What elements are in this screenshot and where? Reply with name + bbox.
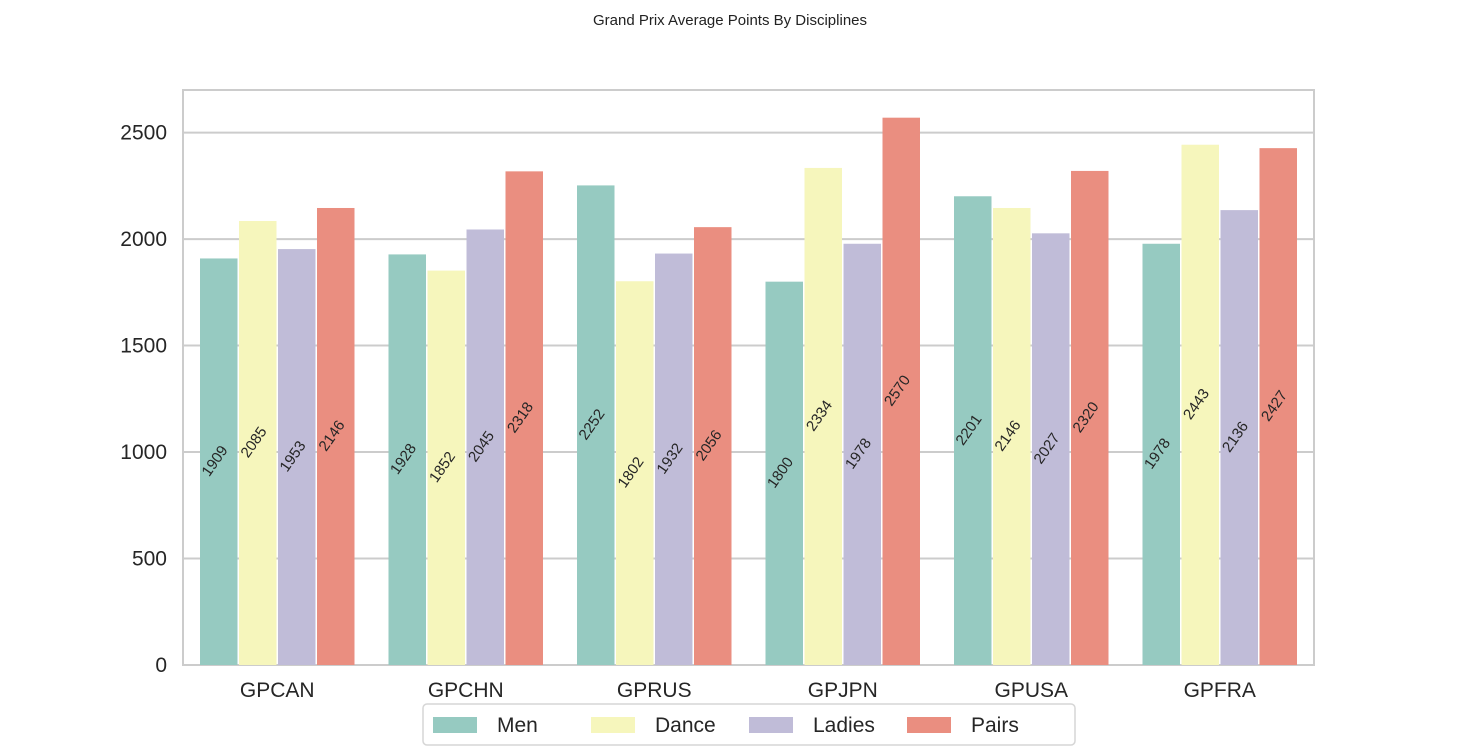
bar-gpfra-pairs <box>1259 148 1297 665</box>
grid-lines <box>183 131 1314 560</box>
y-tick-label: 0 <box>155 654 167 677</box>
x-tick-label: GPJPN <box>808 679 878 702</box>
bar-gpchn-dance <box>427 270 465 665</box>
bar-gpfra-ladies <box>1220 210 1258 665</box>
x-tick-label: GPFRA <box>1184 679 1256 702</box>
bar-gpjpn-men <box>765 281 803 665</box>
bar-gpusa-ladies <box>1032 233 1070 665</box>
x-tick-label: GPRUS <box>617 679 692 702</box>
y-tick-label: 1500 <box>120 335 167 358</box>
bar-gpjpn-pairs <box>882 117 920 666</box>
legend: Men Dance Ladies Pairs <box>422 703 1076 746</box>
bar-gpchn-pairs <box>505 171 543 665</box>
x-tick-label: GPCHN <box>428 679 504 702</box>
legend-label-pairs: Pairs <box>971 714 1019 737</box>
bar-gpusa-men <box>954 196 992 665</box>
y-axis-ticks: 0 500 1000 1500 2000 2500 <box>120 122 167 677</box>
bar-gprus-ladies <box>655 253 693 666</box>
bar-gprus-men <box>577 185 615 665</box>
legend-label-men: Men <box>497 714 538 737</box>
chart-title: Grand Prix Average Points By Disciplines <box>592 12 867 29</box>
legend-swatch-men <box>433 717 477 733</box>
legend-label-dance: Dance <box>655 714 716 737</box>
bar-gpcan-men <box>200 258 238 665</box>
y-tick-label: 1000 <box>120 441 167 464</box>
bar-gpcan-dance <box>239 220 277 665</box>
legend-label-ladies: Ladies <box>813 714 875 737</box>
bar-gpfra-men <box>1142 243 1180 665</box>
bar-gpjpn-ladies <box>843 243 881 665</box>
legend-swatch-ladies <box>749 717 793 733</box>
bar-gprus-dance <box>616 281 654 665</box>
bar-gpjpn-dance <box>804 167 842 665</box>
x-tick-label: GPCAN <box>240 679 315 702</box>
bars <box>200 117 1297 666</box>
y-tick-label: 500 <box>132 548 167 571</box>
bar-gprus-pairs <box>694 227 732 666</box>
bar-gpchn-ladies <box>466 229 504 666</box>
legend-swatch-pairs <box>907 717 951 733</box>
bar-gpusa-dance <box>993 207 1031 665</box>
x-tick-label: GPUSA <box>994 679 1068 702</box>
x-axis-ticks: GPCAN GPCHN GPRUS GPJPN GPUSA GPFRA <box>240 679 1256 702</box>
bar-gpcan-pairs <box>317 207 355 665</box>
y-tick-label: 2500 <box>120 122 167 145</box>
bar-gpfra-dance <box>1181 144 1219 666</box>
bar-gpusa-pairs <box>1071 170 1109 666</box>
plot-area <box>182 89 1315 666</box>
y-tick-label: 2000 <box>120 228 167 251</box>
bar-gpchn-men <box>388 254 426 665</box>
legend-swatch-dance <box>591 717 635 733</box>
bar-gpcan-ladies <box>278 249 316 666</box>
